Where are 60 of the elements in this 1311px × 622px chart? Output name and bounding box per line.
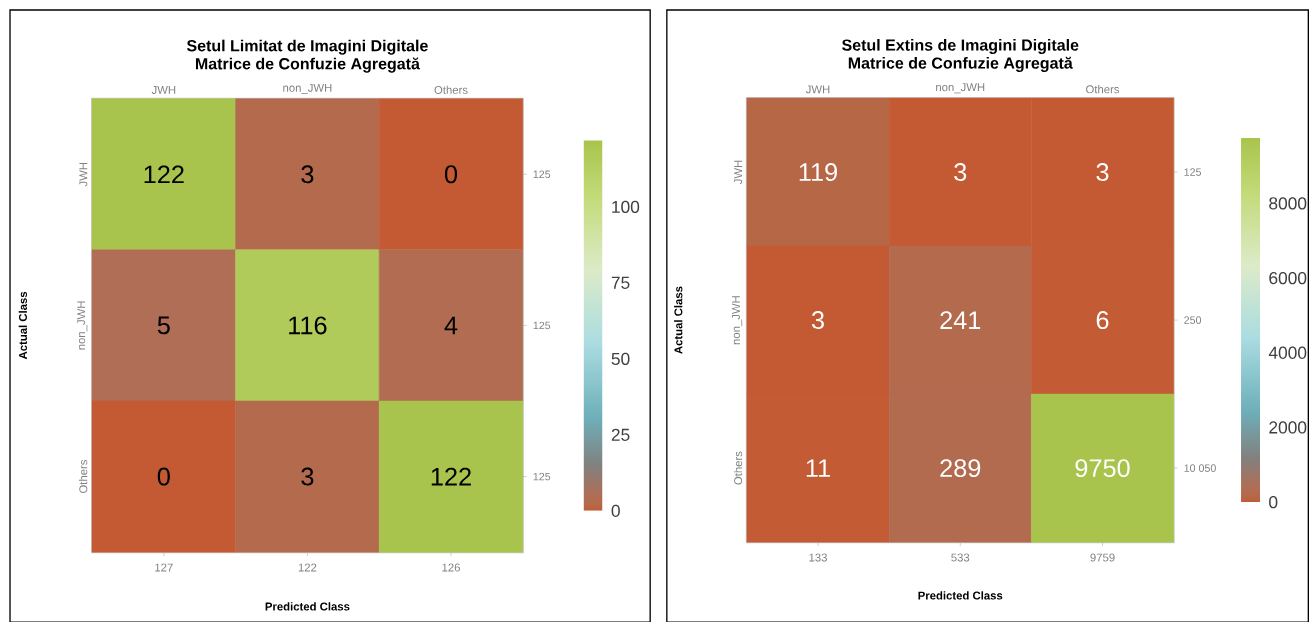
y-tick-label: Others xyxy=(78,459,88,493)
chart-title: Setul Extins de Imagini Digitale xyxy=(841,38,1079,54)
text: 133 xyxy=(809,553,827,562)
data-label: 241 xyxy=(940,311,981,329)
chart-subtitle: Matrice de Confuzie Agregată xyxy=(195,57,420,73)
data-label: 122 xyxy=(144,165,184,184)
text: 533 xyxy=(951,553,970,562)
chart-title: Setul Limitat de Imagini Digitale xyxy=(186,39,428,55)
data-label: 116 xyxy=(289,316,327,335)
y-tick-label: Others xyxy=(733,451,743,485)
data-label: 289 xyxy=(940,459,981,478)
y2-tick-label: 250 xyxy=(1184,316,1202,324)
data-label: 6 xyxy=(1096,311,1109,329)
data-label: 119 xyxy=(799,163,837,181)
data-label: 11 xyxy=(806,459,830,477)
color-bar-label: 4000 xyxy=(1268,346,1307,359)
color-bar-label: 75 xyxy=(611,276,630,289)
y2-tick-label: 125 xyxy=(533,170,551,178)
color-bar-label: 6000 xyxy=(1269,271,1307,285)
data-label: 0 xyxy=(157,467,170,486)
color-bar-label: 50 xyxy=(611,352,630,365)
color-bar-label: 2000 xyxy=(1269,421,1307,434)
x-tick-label: JWH xyxy=(151,85,176,94)
y2-tick-label: 125 xyxy=(533,321,551,330)
y-tick-label: JWH xyxy=(79,162,88,187)
color-bar-label: 0 xyxy=(1269,495,1278,509)
text: 126 xyxy=(442,563,460,572)
text: 127 xyxy=(155,563,173,572)
data-label: 122 xyxy=(431,467,471,486)
data-label: 3 xyxy=(301,165,314,184)
y2-tick-label: 125 xyxy=(533,472,551,481)
data-label: 0 xyxy=(444,165,458,184)
y-tick-label: JWH xyxy=(734,160,743,185)
y-tick-label: non_JWH xyxy=(77,301,88,350)
data-label: 9750 xyxy=(1075,459,1130,478)
text: 122 xyxy=(298,563,317,572)
data-label: 3 xyxy=(954,163,967,181)
chart-subtitle: Matrice de Confuzie Agregată xyxy=(848,56,1073,72)
color-bar-label: 100 xyxy=(612,200,640,213)
data-label: 4 xyxy=(444,316,458,335)
data-label: 3 xyxy=(811,311,824,329)
color-bar-label: 8000 xyxy=(1269,197,1307,210)
y2-tick-label: 125 xyxy=(1184,168,1202,176)
x-tick-label: JWH xyxy=(805,85,830,94)
y-tick-label: non_JWH xyxy=(732,296,743,345)
color-bar-label: 0 xyxy=(611,504,620,517)
y2-tick-label: 10 050 xyxy=(1184,464,1216,472)
data-label: 5 xyxy=(157,316,170,335)
x-axis-title: Predicted Class xyxy=(918,591,1003,600)
color-bar-label: 25 xyxy=(611,428,630,441)
data-label: 3 xyxy=(1096,163,1109,181)
y-axis-title: Actual Class xyxy=(674,286,683,354)
text: 9759 xyxy=(1090,553,1115,562)
x-tick-label: Others xyxy=(434,85,468,94)
y-axis-title: Actual Class xyxy=(18,291,27,360)
x-tick-label: Others xyxy=(1086,84,1120,94)
x-axis-title: Predicted Class xyxy=(265,602,350,611)
data-label: 3 xyxy=(301,467,314,486)
x-tick-label: non_JWH xyxy=(283,83,332,94)
x-tick-label: non_JWH xyxy=(936,83,985,94)
